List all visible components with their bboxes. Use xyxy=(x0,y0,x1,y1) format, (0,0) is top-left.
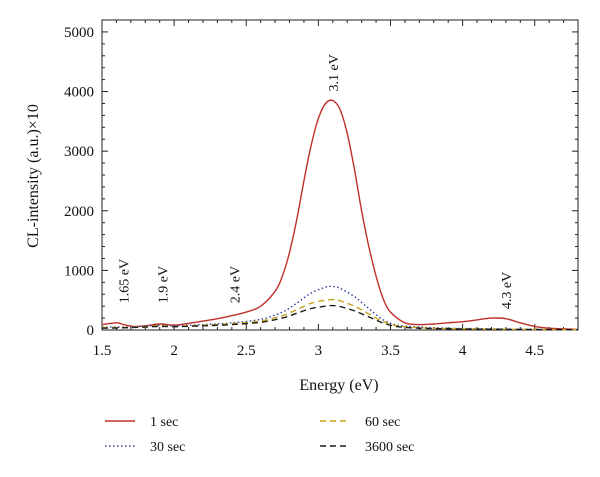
series-line-30-sec xyxy=(101,285,579,331)
legend-label: 30 sec xyxy=(150,440,185,455)
peak-annotation: 1.9 eV xyxy=(157,266,172,303)
x-axis-title: Energy (eV) xyxy=(299,377,378,394)
x-tick-label: 1.5 xyxy=(93,343,112,359)
y-tick-label: 0 xyxy=(87,323,95,339)
y-tick-label: 5000 xyxy=(64,25,94,41)
annotation-layer: 1.65 eV 1.9 eV 2.4 eV 3.1 eV 4.3 eV xyxy=(118,54,515,309)
x-tick-label: 2 xyxy=(170,343,178,359)
series-line-3600-sec xyxy=(101,304,579,331)
y-tick-label: 3000 xyxy=(64,144,94,160)
x-tick-label: 3 xyxy=(315,343,323,359)
x-tick-label: 3.5 xyxy=(381,343,400,359)
legend-label: 1 sec xyxy=(150,415,178,430)
y-axis-title: CL-intensity (a.u.)×10 xyxy=(25,104,42,248)
legend: 1 sec 30 sec 60 sec 3600 sec xyxy=(105,415,414,455)
peak-annotation: 3.1 eV xyxy=(327,54,342,91)
x-tick-label: 4.5 xyxy=(525,343,544,359)
axes: 1.5 2 2.5 3 3.5 4 4.5 0 1000 2000 3000 4000 5000 xyxy=(64,19,579,359)
y-tick-label: 2000 xyxy=(64,204,94,220)
y-tick-label: 4000 xyxy=(64,85,94,101)
legend-label: 60 sec xyxy=(365,415,400,430)
peak-annotation: 1.65 eV xyxy=(118,259,133,303)
peak-annotation: 4.3 eV xyxy=(500,272,515,309)
y-tick-label: 1000 xyxy=(64,263,94,279)
legend-label: 3600 sec xyxy=(365,440,414,455)
x-tick-label: 2.5 xyxy=(237,343,256,359)
x-tick-label: 4 xyxy=(459,343,467,359)
series-layer xyxy=(101,99,579,331)
peak-annotation: 2.4 eV xyxy=(229,266,244,303)
series-line-1-sec xyxy=(101,99,579,331)
